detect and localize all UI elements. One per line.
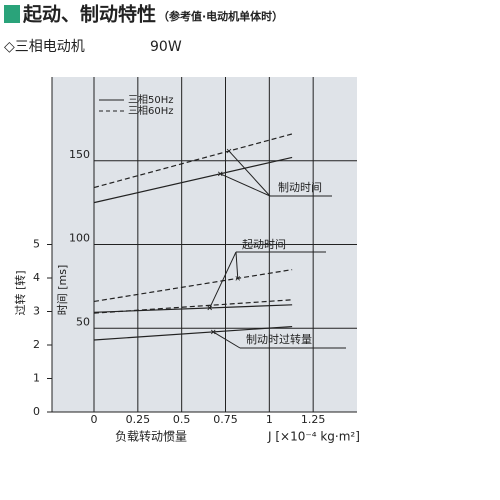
- annotation-arrow: [235, 276, 241, 281]
- y-tick-label: 50: [76, 315, 90, 328]
- annotation-leader: [228, 150, 271, 197]
- annotation-arrow: [207, 305, 213, 311]
- series-line: [93, 325, 293, 341]
- y2-tick-label: 5: [33, 238, 40, 251]
- y-tick-label: 150: [69, 148, 90, 161]
- x-tick-label: 0.25: [126, 413, 151, 426]
- chart-title: 起动、制动特性: [22, 3, 156, 26]
- x-tick-label: 1: [266, 413, 273, 426]
- x-axis-unit: J [×10⁻⁴ kg·m²]: [267, 430, 360, 444]
- x-tick-label: 0.5: [173, 413, 191, 426]
- title-marker: [4, 5, 20, 23]
- legend-label: 三相50Hz: [128, 93, 174, 106]
- annotation: 起动时间: [242, 238, 286, 251]
- x-tick-label: 0.75: [213, 413, 238, 426]
- y-tick-label: 100: [69, 232, 90, 245]
- annotation-leader: [220, 173, 271, 197]
- series-line: [93, 299, 293, 314]
- motor-power: 90W: [150, 39, 182, 55]
- annotation: 制动时间: [278, 181, 322, 194]
- y2-axis-label: 过转 [转]: [13, 270, 27, 315]
- x-tick-label: 1.25: [301, 413, 326, 426]
- y2-tick-label: 2: [33, 338, 40, 351]
- annotation-leader: [235, 251, 239, 279]
- y2-tick-label: 1: [33, 372, 40, 385]
- annotation-leader: [209, 251, 237, 309]
- chart-subtitle: （参考值·电动机单体时）: [158, 9, 283, 23]
- x-tick-label: 0: [91, 413, 98, 426]
- series-line: [93, 156, 293, 204]
- y2-tick-label: 0: [33, 405, 40, 418]
- annotation-arrow: [226, 148, 232, 154]
- y2-tick-label: 4: [33, 271, 40, 284]
- legend-label: 三相60Hz: [128, 104, 174, 117]
- y2-tick-label: 3: [33, 305, 40, 318]
- motor-heading: ◇三相电动机: [4, 39, 85, 55]
- annotation-leader: [212, 331, 241, 349]
- y-axis-label: 时间 [ms]: [56, 265, 69, 316]
- annotation-arrow: [210, 329, 216, 335]
- annotation-arrow: [217, 171, 223, 177]
- x-axis-label: 负载转动惯量: [115, 429, 187, 444]
- series-line: [93, 133, 293, 189]
- annotation: 制动时过转量: [246, 332, 312, 346]
- series-line: [93, 269, 293, 303]
